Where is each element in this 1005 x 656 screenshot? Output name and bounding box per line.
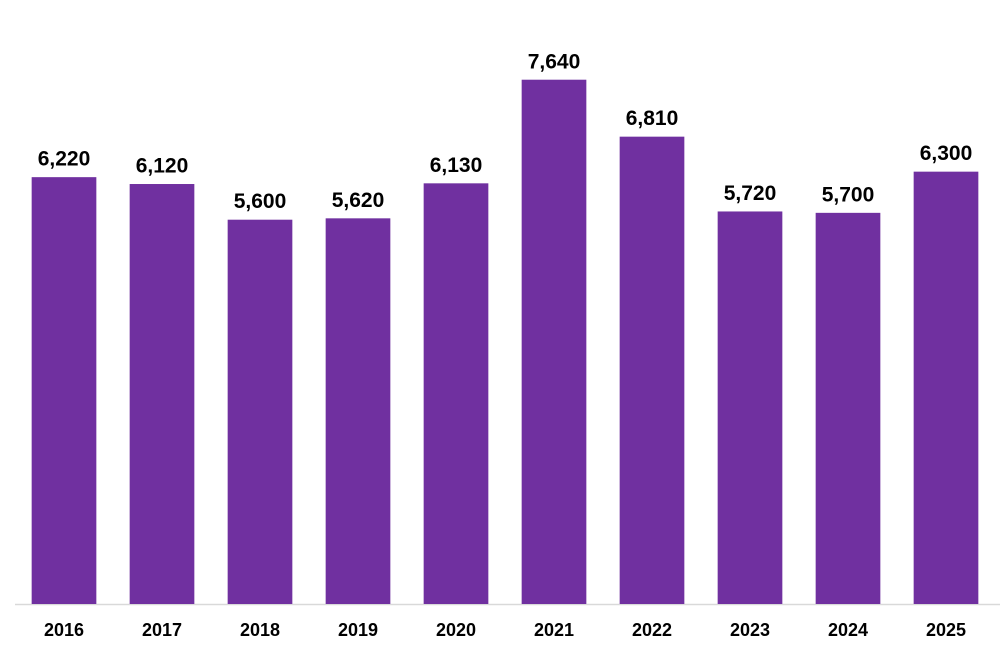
bar — [619, 136, 685, 604]
value-label: 6,130 — [430, 154, 483, 177]
bar — [815, 212, 881, 604]
value-label: 5,720 — [724, 182, 777, 205]
bar — [31, 177, 97, 604]
x-tick-label: 2020 — [436, 620, 476, 640]
x-tick-label: 2019 — [338, 620, 378, 640]
value-label: 5,620 — [332, 189, 385, 212]
bar — [423, 183, 489, 605]
bar — [717, 211, 783, 604]
bar — [227, 219, 293, 604]
x-tick-label: 2024 — [828, 620, 868, 640]
value-label: 5,600 — [234, 190, 287, 213]
value-label: 6,300 — [920, 142, 973, 165]
bar — [521, 79, 587, 604]
x-tick-label: 2025 — [926, 620, 966, 640]
value-label: 6,810 — [626, 107, 679, 130]
bar — [913, 171, 979, 604]
x-tick-label: 2018 — [240, 620, 280, 640]
bar — [325, 218, 391, 604]
x-tick-label: 2023 — [730, 620, 770, 640]
value-label: 6,220 — [38, 148, 91, 171]
x-tick-label: 2022 — [632, 620, 672, 640]
value-label: 7,640 — [528, 50, 581, 73]
x-tick-label: 2016 — [44, 620, 84, 640]
bar — [129, 184, 195, 604]
x-tick-label: 2021 — [534, 620, 574, 640]
value-label: 6,120 — [136, 155, 189, 178]
value-label: 5,700 — [822, 183, 875, 206]
x-tick-label: 2017 — [142, 620, 182, 640]
